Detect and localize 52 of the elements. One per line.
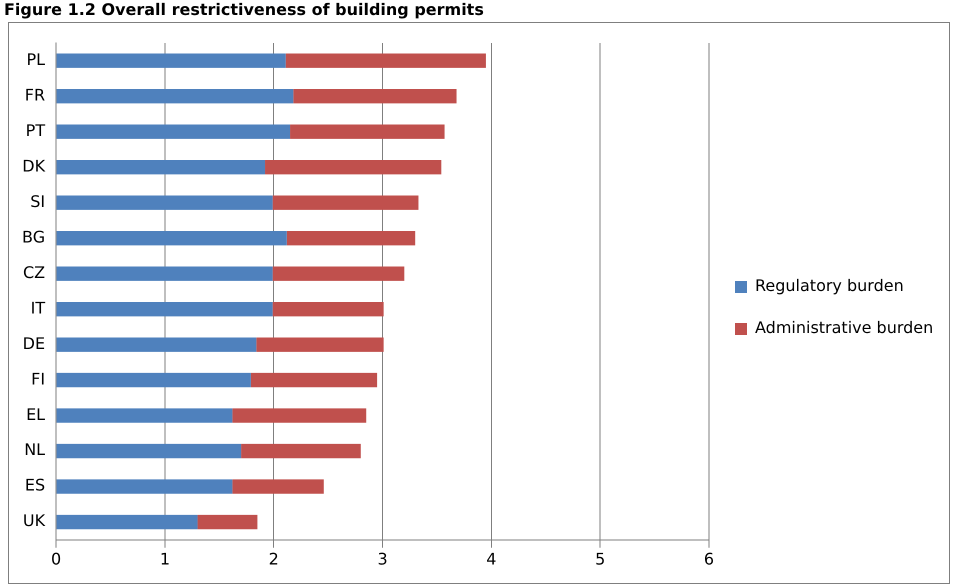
y-tick-label: UK — [22, 511, 46, 530]
bar — [198, 514, 258, 530]
x-tick-label: 3 — [377, 550, 388, 569]
bar — [241, 444, 361, 458]
bar — [265, 160, 442, 174]
x-tick-label: 6 — [704, 550, 714, 569]
bar — [56, 230, 287, 246]
bar — [56, 337, 256, 352]
bar — [56, 54, 286, 68]
bar — [256, 337, 384, 352]
bar — [272, 302, 384, 316]
bar — [290, 124, 445, 139]
y-tick-label: FI — [31, 369, 46, 388]
bar — [293, 89, 457, 104]
bar — [56, 124, 290, 139]
bar — [56, 266, 273, 281]
y-tick-label: DK — [22, 156, 46, 176]
bar — [286, 54, 486, 68]
bar — [286, 230, 416, 246]
bar — [56, 479, 232, 494]
y-tick-label: IT — [30, 298, 46, 318]
x-tick-label: 2 — [268, 550, 279, 569]
y-tick-label: BG — [22, 227, 46, 246]
y-tick-label: PL — [26, 50, 46, 69]
bar — [56, 444, 242, 458]
chart-title: Figure 1.2 Overall restrictiveness of building permits — [4, 0, 484, 20]
bar — [56, 160, 266, 174]
bar — [272, 266, 404, 281]
x-tick-label: 1 — [160, 550, 170, 569]
y-tick-label: CZ — [22, 262, 46, 282]
x-tick-label: 0 — [51, 550, 62, 569]
x-tick-label: 4 — [486, 550, 496, 569]
legend-label: Regulatory burden — [755, 276, 904, 296]
bar — [56, 372, 251, 388]
bar — [250, 372, 378, 388]
y-tick-label: DE — [22, 334, 46, 353]
bar — [232, 408, 366, 423]
bar — [56, 89, 294, 104]
bar — [56, 302, 273, 316]
y-tick-label: EL — [26, 404, 46, 424]
y-tick-label: PT — [26, 120, 46, 140]
y-tick-label: ES — [24, 476, 46, 495]
x-tick-label: 5 — [595, 550, 606, 569]
y-tick-label: SI — [30, 192, 46, 211]
legend-label: Administrative burden — [755, 318, 934, 338]
bar — [56, 196, 273, 210]
bar — [232, 479, 324, 494]
y-tick-label: NL — [24, 440, 46, 460]
bar — [56, 514, 198, 530]
y-tick-label: FR — [24, 85, 46, 104]
bar — [56, 408, 232, 423]
bar — [272, 196, 418, 210]
